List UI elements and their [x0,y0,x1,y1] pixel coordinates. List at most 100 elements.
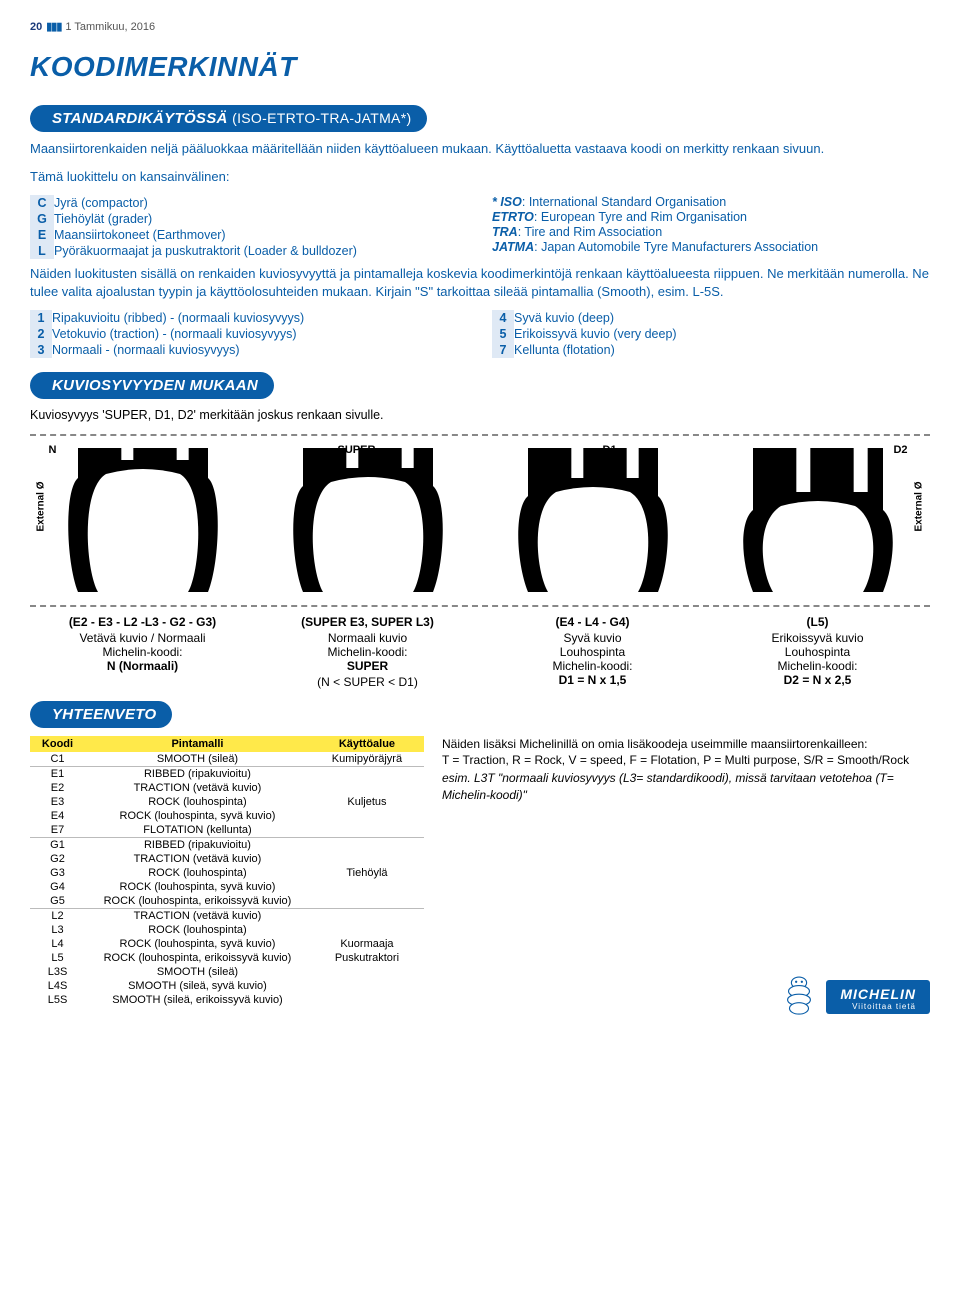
main-title: KOODIMERKINNÄT [30,51,930,83]
table-row: 4Syvä kuvio (deep) [492,310,685,326]
profile-label-d1: D1 [603,444,617,456]
table-row: L3SSMOOTH (sileä) [30,965,424,979]
cell-app [310,880,424,894]
profile-label-super: SUPER [338,444,376,456]
col-line: Michelin-koodi: [255,645,480,659]
code-label: Kellunta (flotation) [514,342,685,358]
cell-app [310,993,424,1007]
cell-code: L3S [30,965,85,979]
tire-profile-icon [283,442,453,592]
table-row: G1RIBBED (ripakuvioitu) [30,838,424,853]
th-pattern: Pintamalli [85,736,310,752]
cell-pattern: ROCK (louhospinta, syvä kuvio) [85,809,310,823]
cell-app: Kumipyöräjyrä [310,752,424,767]
table-row: L5ROCK (louhospinta, erikoissyvä kuvio)P… [30,951,424,965]
cell-code: G4 [30,880,85,894]
code-label: Vetokuvio (traction) - (normaali kuviosy… [52,326,312,342]
classification-columns: CJyrä (compactor) GTiehöylät (grader) EM… [30,195,930,259]
cell-pattern: FLOTATION (kellunta) [85,823,310,838]
cell-code: L5S [30,993,85,1007]
col-heading: (E4 - L4 - G4) [480,615,705,629]
brand-tagline: Viitoittaa tietä [840,1002,916,1011]
table-row: 2Vetokuvio (traction) - (normaali kuvios… [30,326,312,342]
code-label: Tiehöylät (grader) [54,211,365,227]
col-line: Normaali kuvio [255,631,480,645]
abbr: TRA [492,225,518,239]
cell-pattern: TRACTION (vetävä kuvio) [85,909,310,924]
table-row: GTiehöylät (grader) [30,211,365,227]
cell-pattern: ROCK (louhospinta, syvä kuvio) [85,937,310,951]
def-text: : Tire and Rim Association [518,225,663,239]
col-line: D1 = N x 1,5 [480,673,705,687]
cell-pattern: ROCK (louhospinta) [85,923,310,937]
table-row: 3Normaali - (normaali kuviosyvyys) [30,342,312,358]
issue-date: 1 Tammikuu, 2016 [65,21,155,33]
def-text: : International Standard Organisation [522,195,726,209]
cell-code: L2 [30,909,85,924]
table-row: L4ROCK (louhospinta, syvä kuvio)Kuormaaj… [30,937,424,951]
header-slashes: ▮▮▮ [46,20,61,33]
abbr: * ISO [492,195,522,209]
section2-intro: Kuviosyvyys 'SUPER, D1, D2' merkitään jo… [30,407,930,424]
code-label: Maansiirtokoneet (Earthmover) [54,227,365,243]
cell-app: Puskutraktori [310,951,424,965]
code-cell: L [30,243,54,259]
table-row: E1RIBBED (ripakuvioitu) [30,767,424,782]
summary-block: KoodiPintamalliKäyttöalueC1SMOOTH (sileä… [30,736,930,1007]
col-line: Erikoissyvä kuvio [705,631,930,645]
summary-sidetext: Näiden lisäksi Michelinillä on omia lisä… [442,736,930,803]
cell-pattern: SMOOTH (sileä) [85,965,310,979]
cell-app [310,767,424,782]
profile-info-col: (L5) Erikoissyvä kuvio Louhospinta Miche… [705,615,930,689]
code-cell: 1 [30,310,52,326]
bibendum-icon [780,975,818,1019]
cell-app [310,809,424,823]
profile-d2: D2 [718,442,918,595]
cell-app [310,852,424,866]
summary-table: KoodiPintamalliKäyttöalueC1SMOOTH (sileä… [30,736,424,1007]
table-row: 1Ripakuvioitu (ribbed) - (normaali kuvio… [30,310,312,326]
col-heading: (SUPER E3, SUPER L3) [255,615,480,629]
cell-pattern: TRACTION (vetävä kuvio) [85,781,310,795]
cell-pattern: RIBBED (ripakuvioitu) [85,838,310,853]
cell-app [310,979,424,993]
abbr: JATMA [492,240,534,254]
sidetext-main: Näiden lisäksi Michelinillä on omia lisä… [442,736,930,768]
tire-profile-icon [733,442,903,592]
table-row: 5Erikoissyvä kuvio (very deep) [492,326,685,342]
col-line: Louhospinta [480,645,705,659]
cell-pattern: ROCK (louhospinta) [85,795,310,809]
cell-pattern: SMOOTH (sileä) [85,752,310,767]
code-cell: C [30,195,54,211]
table-row: L3ROCK (louhospinta) [30,923,424,937]
cell-app: Kuormaaja [310,937,424,951]
profile-label-n: N [49,444,57,456]
page-number: 20 [30,21,42,33]
cell-pattern: RIBBED (ripakuvioitu) [85,767,310,782]
def-text: : Japan Automobile Tyre Manufacturers As… [534,240,818,254]
col-line: (N < SUPER < D1) [255,675,480,689]
table-row: 7Kellunta (flotation) [492,342,685,358]
cell-pattern: TRACTION (vetävä kuvio) [85,852,310,866]
cell-code: E1 [30,767,85,782]
col-line: SUPER [255,659,480,673]
col-line: Louhospinta [705,645,930,659]
code-cell: 5 [492,326,514,342]
external-diameter-label-right: External Ø [913,481,924,531]
profile-info-col: (SUPER E3, SUPER L3) Normaali kuvio Mich… [255,615,480,689]
profile-label-d2: D2 [893,444,907,456]
def-text: : European Tyre and Rim Organisation [534,210,747,224]
tire-profile-icon [508,442,678,592]
table-row: L5SSMOOTH (sileä, erikoissyvä kuvio) [30,993,424,1007]
section2-pill: KUVIOSYVYYDEN MUKAAN [30,372,274,399]
table-row: L2TRACTION (vetävä kuvio) [30,909,424,924]
cell-code: C1 [30,752,85,767]
table-row: LPyöräkuormaajat ja puskutraktorit (Load… [30,243,365,259]
code-label: Jyrä (compactor) [54,195,365,211]
col-line: D2 = N x 2,5 [705,673,930,687]
cell-app [310,838,424,853]
table-row: EMaansiirtokoneet (Earthmover) [30,227,365,243]
brand-footer: MICHELIN Viitoittaa tietä [780,975,930,1019]
code-cell: G [30,211,54,227]
number-codes-right: 4Syvä kuvio (deep) 5Erikoissyvä kuvio (v… [492,310,685,358]
